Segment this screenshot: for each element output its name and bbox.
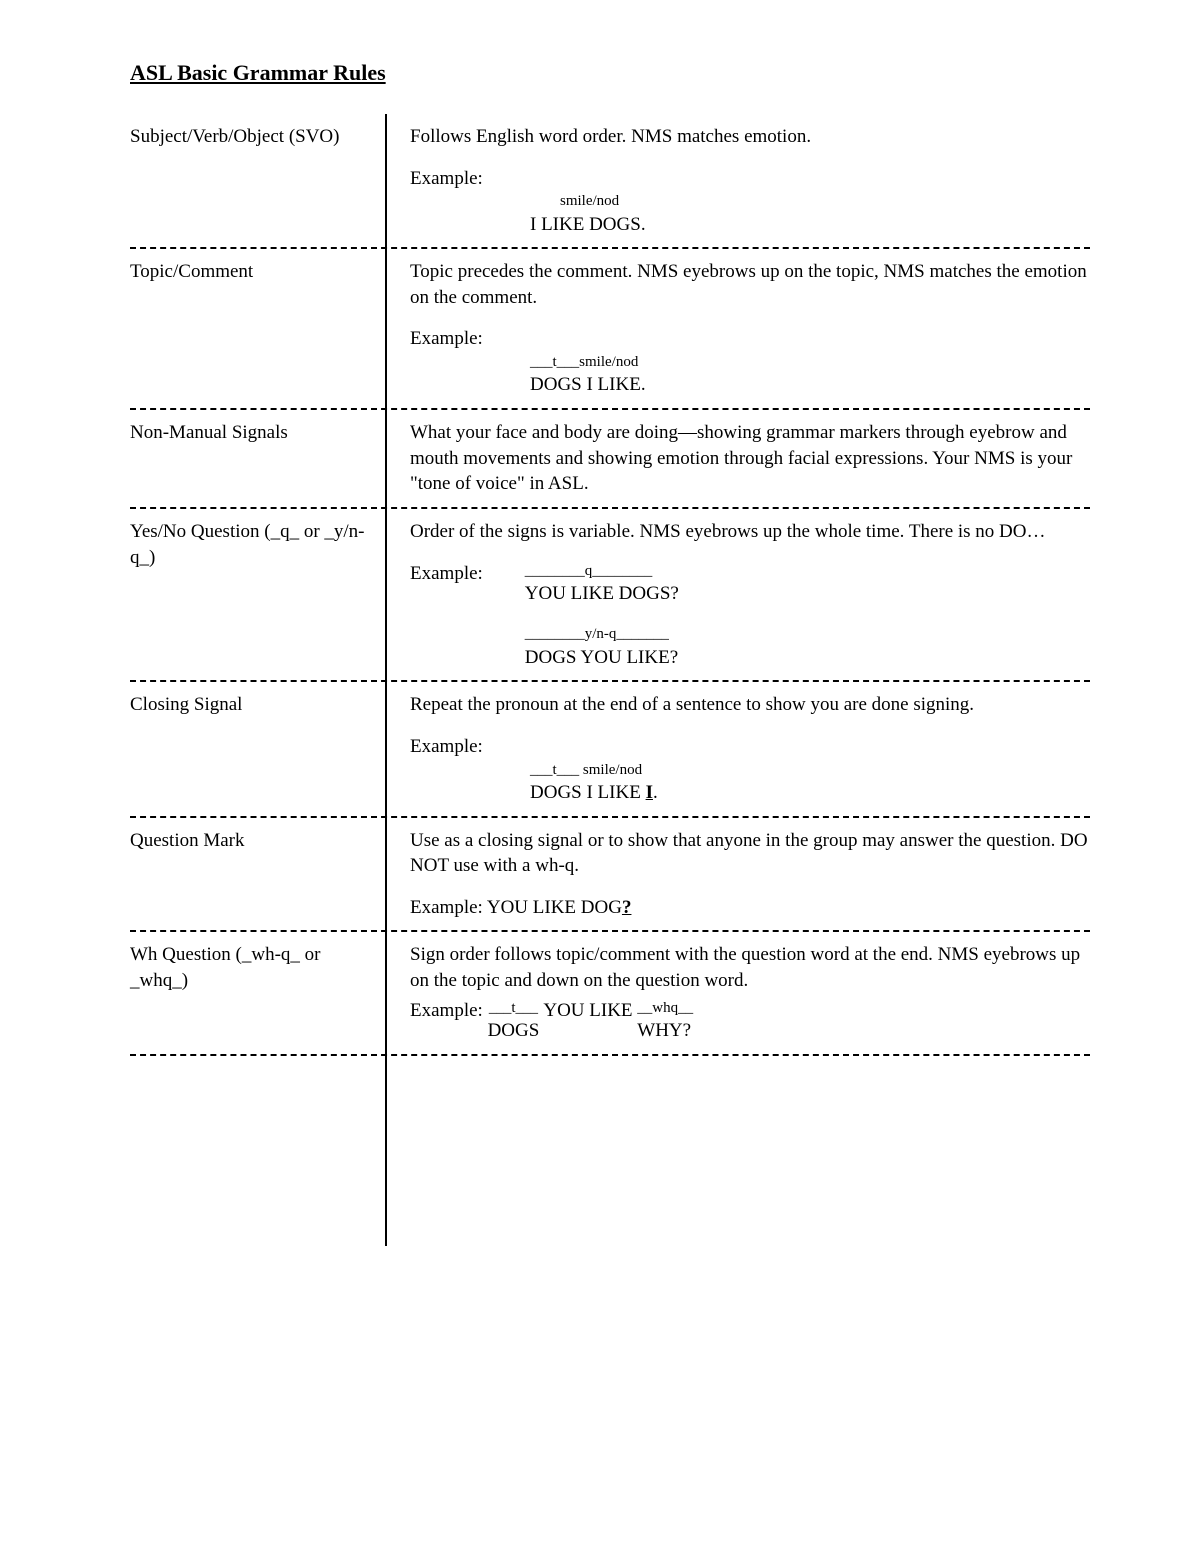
gloss: ___t___ smile/nod DOGS I LIKE I. — [410, 760, 1090, 806]
rule-desc: Sign order follows topic/comment with th… — [410, 942, 1090, 993]
example-block: Example: ___t___smile/nod DOGS I LIKE. — [410, 326, 1090, 398]
gloss-nms: ________q________ — [525, 561, 679, 581]
rule-desc: What your face and body are doing—showin… — [410, 420, 1090, 497]
gloss-text: YOU LIKE — [539, 1000, 637, 1021]
gloss-sentence: DOGS I LIKE I. — [530, 780, 658, 806]
gloss-nms: smile/nod — [530, 191, 646, 211]
rule-label: Closing Signal — [130, 692, 385, 805]
gloss: ________q________ YOU LIKE DOGS? — [525, 561, 679, 607]
table-row: Topic/Comment Topic precedes the comment… — [130, 249, 1090, 410]
gloss-nms: ________y/n-q_______ — [525, 624, 678, 644]
rule-body: Topic precedes the comment. NMS eyebrows… — [385, 259, 1090, 398]
gloss-sentence: I LIKE DOGS. — [530, 212, 646, 238]
grammar-table: Subject/Verb/Object (SVO) Follows Englis… — [130, 114, 1090, 1246]
rule-label-text: Wh Question (_wh-q_ or _whq_) — [130, 944, 321, 991]
rule-desc: Repeat the pronoun at the end of a sente… — [410, 692, 1090, 718]
example-block: Example: ________q________ YOU LIKE DOGS… — [410, 561, 1090, 671]
gloss: ___t___smile/nod DOGS I LIKE. — [410, 352, 1090, 398]
gloss-sentence: YOU LIKE DOGS? — [525, 581, 679, 607]
rule-label: Subject/Verb/Object (SVO) — [130, 124, 385, 237]
example-inline: Example: YOU LIKE DOG? — [410, 897, 631, 918]
rule-desc: Follows English word order. NMS matches … — [410, 124, 1090, 150]
example-block: Example: ___t___ smile/nod DOGS I LIKE I… — [410, 734, 1090, 806]
gloss-sentence: DOGS I LIKE. — [530, 372, 646, 398]
table-row-empty — [130, 1056, 1090, 1246]
table-row: Question Mark Use as a closing signal or… — [130, 818, 1090, 933]
gloss: ________y/n-q_______ DOGS YOU LIKE? — [525, 624, 678, 670]
gloss-text: WHY? — [637, 1020, 691, 1041]
table-row: Non-Manual Signals What your face and bo… — [130, 410, 1090, 509]
gloss-text: DOGS I LIKE — [530, 782, 646, 803]
example-block: Example: YOU LIKE DOG? — [410, 895, 1090, 921]
example-label: Example: — [410, 1000, 488, 1021]
example-emphasis: ? — [622, 897, 632, 918]
gloss-nms: ___t___smile/nod — [530, 352, 646, 372]
gloss-part: ___t___DOGS — [488, 998, 540, 1044]
rule-desc: Order of the signs is variable. NMS eyeb… — [410, 519, 1090, 545]
rule-label: Non-Manual Signals — [130, 420, 385, 497]
table-row: Closing Signal Repeat the pronoun at the… — [130, 682, 1090, 817]
gloss: smile/nod I LIKE DOGS. — [410, 191, 1090, 237]
table-row: Wh Question (_wh-q_ or _whq_) Sign order… — [130, 932, 1090, 1055]
rule-label: Topic/Comment — [130, 259, 385, 398]
gloss-nms: __whq__ — [637, 998, 693, 1018]
rule-body: Repeat the pronoun at the end of a sente… — [385, 692, 1090, 805]
rule-body: Follows English word order. NMS matches … — [385, 124, 1090, 237]
rule-label: Wh Question (_wh-q_ or _whq_) — [130, 942, 385, 1043]
rule-body: Order of the signs is variable. NMS eyeb… — [385, 519, 1090, 670]
rule-body: Use as a closing signal or to show that … — [385, 828, 1090, 921]
example-block: Example: ___t___DOGS YOU LIKE __whq__WHY… — [410, 998, 1090, 1044]
example-text: Example: YOU LIKE DOG — [410, 897, 622, 918]
example-label: Example: — [410, 736, 483, 757]
rule-desc: Topic precedes the comment. NMS eyebrows… — [410, 259, 1090, 310]
gloss-text: . — [653, 782, 658, 803]
page-title: ASL Basic Grammar Rules — [130, 60, 1090, 86]
gloss-sentence: DOGS YOU LIKE? — [525, 645, 678, 671]
rule-label: Yes/No Question (_q_ or _y/n-q_) — [130, 519, 385, 670]
gloss-nms: ___t___ smile/nod — [530, 760, 658, 780]
gloss-nms: ___t___ — [488, 998, 540, 1018]
gloss-text: DOGS — [488, 1020, 540, 1041]
gloss-part: __whq__WHY? — [637, 998, 693, 1044]
table-row: Subject/Verb/Object (SVO) Follows Englis… — [130, 114, 1090, 249]
gloss-emphasis: I — [646, 782, 653, 803]
rule-label: Question Mark — [130, 828, 385, 921]
rule-label-text: Yes/No Question (_q_ or _y/n-q_) — [130, 521, 365, 568]
example-label: Example: — [410, 168, 483, 189]
rule-body: What your face and body are doing—showin… — [385, 420, 1090, 497]
example-block: Example: smile/nod I LIKE DOGS. — [410, 166, 1090, 238]
vertical-divider — [385, 114, 387, 1246]
rule-body: Sign order follows topic/comment with th… — [385, 942, 1090, 1043]
example-label: Example: — [410, 328, 483, 349]
table-row: Yes/No Question (_q_ or _y/n-q_) Order o… — [130, 509, 1090, 682]
example-label: Example: — [410, 561, 520, 587]
rule-desc: Use as a closing signal or to show that … — [410, 828, 1090, 879]
document-page: ASL Basic Grammar Rules Subject/Verb/Obj… — [0, 0, 1200, 1306]
